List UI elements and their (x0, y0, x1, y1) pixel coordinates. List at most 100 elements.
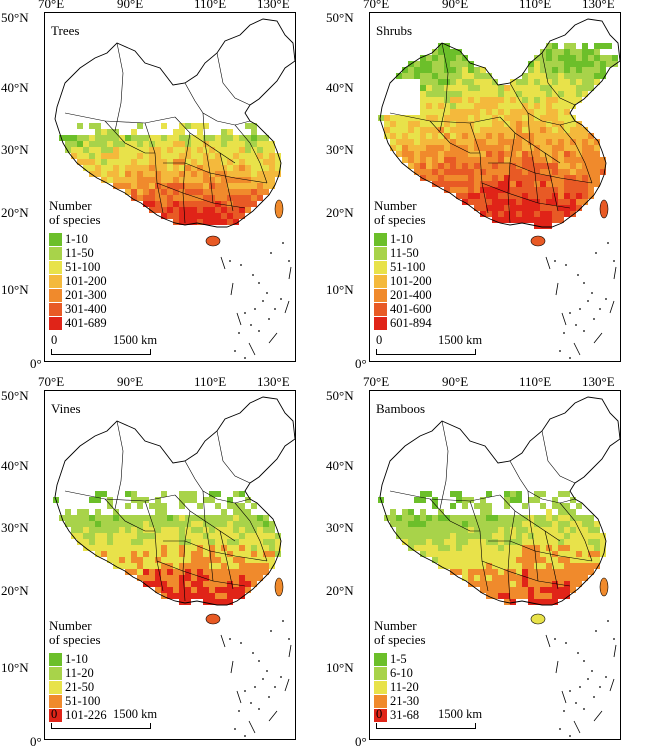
richness-cell (257, 159, 263, 165)
richness-cell (534, 217, 540, 223)
richness-cell (594, 557, 600, 563)
richness-cell (221, 135, 227, 141)
richness-cell (83, 165, 89, 171)
richness-cell (179, 129, 185, 135)
richness-cell (426, 145, 432, 151)
richness-cell (498, 91, 504, 97)
richness-cell (414, 157, 420, 163)
richness-cell (239, 575, 245, 581)
richness-cell (215, 177, 221, 183)
richness-cell (426, 109, 432, 115)
province-border (507, 132, 516, 224)
richness-cell (173, 177, 179, 183)
richness-cell (233, 593, 239, 599)
richness-cell (161, 551, 167, 557)
province-border (216, 52, 251, 106)
richness-cell (552, 67, 558, 73)
richness-cell (179, 515, 185, 521)
richness-cell (215, 551, 221, 557)
richness-cell (239, 503, 245, 509)
richness-cell (191, 219, 197, 225)
richness-cell (450, 67, 456, 73)
richness-cell (480, 211, 486, 217)
richness-cell (540, 133, 546, 139)
richness-cell (245, 527, 251, 533)
richness-cell (203, 219, 209, 225)
richness-cell (77, 539, 83, 545)
richness-cell (486, 79, 492, 85)
richness-cell (101, 135, 107, 141)
richness-cell (233, 201, 239, 207)
richness-cell (191, 171, 197, 177)
map-frame: Shrubs Number of species 1-10 11-50 51-100 101… (369, 12, 621, 362)
richness-cell (167, 539, 173, 545)
legend-swatch (374, 274, 387, 288)
richness-cell (239, 593, 245, 599)
richness-cell (131, 135, 137, 141)
richness-cell (161, 587, 167, 593)
scale-line (51, 349, 151, 355)
richness-cell (504, 163, 510, 169)
richness-cell (486, 509, 492, 515)
richness-cell (179, 177, 185, 183)
richness-cell (522, 587, 528, 593)
richness-cell (414, 73, 420, 79)
richness-cell (450, 79, 456, 85)
richness-cell (528, 97, 534, 103)
richness-cell (191, 539, 197, 545)
richness-cell (426, 73, 432, 79)
richness-cell (390, 521, 396, 527)
richness-cell (167, 569, 173, 575)
richness-cell (179, 533, 185, 539)
richness-cell (420, 85, 426, 91)
richness-cell (131, 177, 137, 183)
taiwan-island (599, 577, 609, 597)
richness-cell (594, 533, 600, 539)
richness-cell (516, 575, 522, 581)
richness-cell (576, 515, 582, 521)
province-border (439, 42, 449, 132)
richness-cell (594, 169, 600, 175)
richness-cell (576, 521, 582, 527)
richness-cell (486, 121, 492, 127)
richness-cell (420, 533, 426, 539)
latitude-label: 40°N (1, 458, 29, 473)
scale-zero: 0 (51, 707, 58, 721)
richness-cell (600, 539, 606, 545)
province-border (507, 510, 516, 602)
richness-cell (474, 157, 480, 163)
richness-cell (588, 181, 594, 187)
richness-cell (173, 527, 179, 533)
richness-cell (552, 91, 558, 97)
richness-cell (558, 199, 564, 205)
richness-cell (528, 133, 534, 139)
richness-cell (564, 67, 570, 73)
richness-cell (227, 153, 233, 159)
richness-cell (498, 551, 504, 557)
richness-cell (456, 497, 462, 503)
richness-cell (558, 539, 564, 545)
richness-cell (504, 587, 510, 593)
richness-cell (576, 67, 582, 73)
richness-cell (468, 145, 474, 151)
richness-cell (275, 539, 281, 545)
richness-cell (179, 557, 185, 563)
province-border (156, 560, 246, 587)
island-dot (569, 735, 571, 737)
richness-cell (516, 551, 522, 557)
richness-cell (504, 581, 510, 587)
richness-cell (185, 165, 191, 171)
richness-cell (546, 563, 552, 569)
richness-cell (594, 527, 600, 533)
richness-cell (528, 587, 534, 593)
richness-cell (552, 545, 558, 551)
richness-cell (203, 135, 209, 141)
richness-cell (558, 557, 564, 563)
richness-cell (215, 213, 221, 219)
richness-cell (444, 557, 450, 563)
richness-cell (149, 195, 155, 201)
longitude-label: 110°E (519, 0, 552, 11)
richness-cell (558, 217, 564, 223)
island-dot (250, 702, 252, 704)
richness-cell (540, 557, 546, 563)
